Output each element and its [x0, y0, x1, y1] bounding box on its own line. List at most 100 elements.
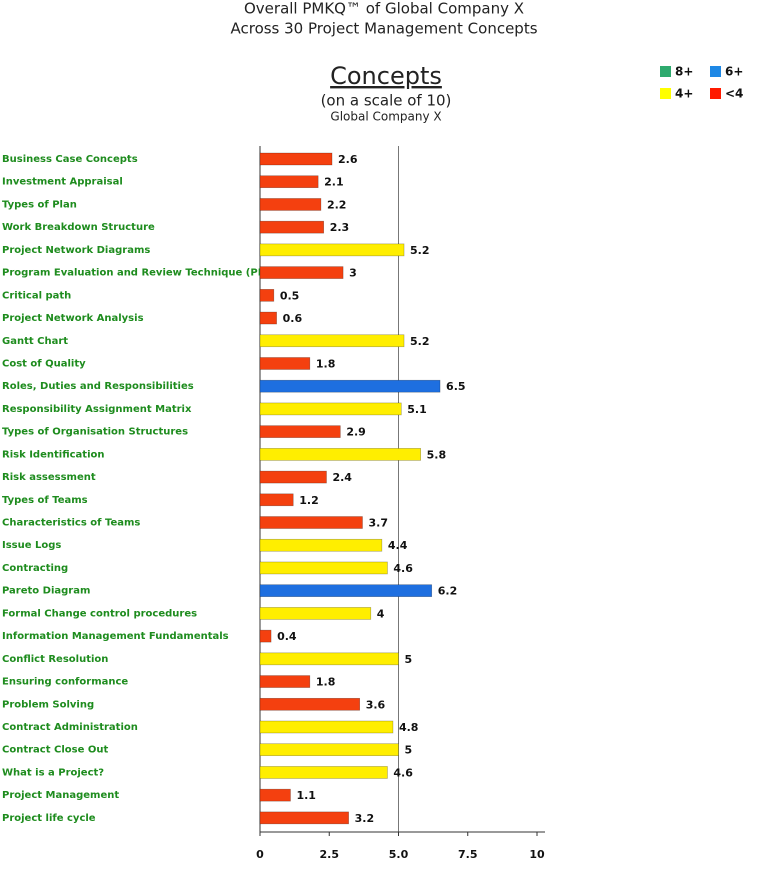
bar	[259, 607, 372, 620]
bar	[259, 697, 361, 711]
bar	[259, 266, 344, 279]
chart-title: Overall PMKQ™ of Global Company X	[244, 0, 524, 18]
category-label: Types of Organisation Structures	[2, 427, 188, 438]
bar	[259, 652, 399, 666]
bar	[259, 675, 311, 688]
value-label: 1.8	[316, 676, 336, 689]
bar	[259, 584, 433, 597]
value-label: 4	[377, 607, 385, 620]
bar	[259, 289, 275, 302]
x-tick-label: 5.0	[389, 848, 409, 861]
bar	[259, 425, 341, 438]
legend-swatch	[660, 88, 671, 99]
category-label: Pareto Diagram	[2, 586, 90, 597]
value-label: 3.6	[366, 698, 386, 711]
bar	[259, 538, 383, 552]
x-tick-label: 7.5	[458, 848, 478, 861]
value-label: 5.1	[407, 403, 427, 416]
category-label: Contract Close Out	[2, 745, 108, 756]
category-label: Program Evaluation and Review Technique …	[2, 268, 283, 279]
scale-note: (on a scale of 10)	[321, 92, 452, 110]
bar	[259, 720, 394, 734]
category-label: Formal Change control procedures	[2, 608, 197, 619]
chart-heading: Concepts	[330, 62, 442, 90]
value-label: 0.5	[280, 289, 300, 302]
chart-subtitle: Across 30 Project Management Concepts	[230, 20, 537, 38]
legend-swatch	[710, 88, 721, 99]
category-label: Contracting	[2, 563, 68, 574]
bar	[259, 402, 402, 416]
value-label: 2.6	[338, 153, 358, 166]
category-label: Work Breakdown Structure	[2, 222, 155, 233]
category-label: Cost of Quality	[2, 358, 86, 369]
category-label: Roles, Duties and Responsibilities	[2, 381, 194, 392]
category-label: Project Network Diagrams	[2, 245, 150, 256]
legend-swatch	[660, 66, 671, 77]
value-label: 1.1	[296, 789, 316, 802]
category-label: Risk Identification	[2, 449, 105, 460]
category-label: Project Management	[2, 790, 119, 801]
category-label: What is a Project?	[2, 767, 104, 778]
value-label: 2.4	[332, 471, 352, 484]
value-label: 4.4	[388, 539, 408, 552]
category-label: Risk assessment	[2, 472, 96, 483]
value-label: 5	[405, 744, 413, 757]
value-label: 3.7	[368, 517, 388, 530]
bar	[259, 448, 421, 461]
category-label: Conflict Resolution	[2, 654, 108, 665]
bar	[259, 629, 272, 643]
value-label: 2.3	[330, 221, 350, 234]
bar	[259, 516, 363, 529]
bar	[259, 788, 291, 802]
bar	[259, 561, 388, 575]
bar	[259, 811, 349, 825]
category-label: Ensuring conformance	[2, 677, 128, 688]
bar	[259, 743, 399, 757]
category-label: Information Management Fundamentals	[2, 631, 229, 642]
category-label: Issue Logs	[2, 540, 61, 551]
value-label: 4.6	[393, 562, 413, 575]
x-tick-label: 10	[529, 848, 545, 861]
value-label: 1.2	[299, 494, 319, 507]
category-label: Contract Administration	[2, 722, 138, 733]
bar	[259, 493, 294, 507]
category-label: Investment Appraisal	[2, 177, 123, 188]
bar	[259, 243, 405, 257]
x-tick-label: 2.5	[320, 848, 340, 861]
category-label: Business Case Concepts	[2, 154, 138, 165]
value-label: 4.8	[399, 721, 419, 734]
value-label: 2.2	[327, 198, 347, 211]
x-tick-label: 0	[256, 848, 264, 861]
bar	[259, 357, 311, 370]
category-label: Responsibility Assignment Matrix	[2, 404, 192, 415]
category-label: Gantt Chart	[2, 336, 68, 347]
category-label: Types of Teams	[2, 495, 88, 506]
category-label: Types of Plan	[2, 199, 77, 210]
value-label: 6.5	[446, 380, 466, 393]
legend-label: 6+	[725, 65, 743, 79]
category-label: Characteristics of Teams	[2, 518, 140, 529]
bar	[259, 334, 405, 348]
value-label: 0.6	[283, 312, 303, 325]
value-label: 0.4	[277, 630, 297, 643]
value-label: 5	[405, 653, 413, 666]
value-label: 3	[349, 267, 357, 280]
legend-label: 4+	[675, 87, 693, 101]
category-label: Project life cycle	[2, 813, 96, 824]
category-label: Critical path	[2, 290, 71, 301]
value-label: 3.2	[355, 812, 375, 825]
legend-label: 8+	[675, 65, 693, 79]
bar	[259, 470, 327, 484]
value-label: 5.8	[427, 448, 447, 461]
legend-swatch	[710, 66, 721, 77]
bar	[259, 152, 333, 166]
value-label: 2.1	[324, 176, 344, 189]
bar	[259, 766, 388, 779]
value-label: 5.2	[410, 335, 430, 348]
bar	[259, 220, 325, 234]
value-label: 4.6	[393, 766, 413, 779]
value-label: 1.8	[316, 357, 336, 370]
bar	[259, 311, 277, 325]
